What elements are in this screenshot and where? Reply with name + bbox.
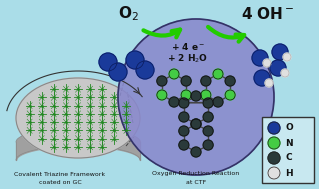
Circle shape [179, 140, 189, 150]
Circle shape [191, 119, 201, 129]
Circle shape [281, 69, 289, 77]
Circle shape [181, 76, 191, 86]
Circle shape [99, 53, 117, 71]
Text: N: N [285, 139, 293, 147]
Circle shape [270, 60, 286, 76]
Text: C: C [285, 153, 292, 163]
Circle shape [254, 70, 270, 86]
Text: coated on GC: coated on GC [39, 180, 81, 185]
Text: O$_2$: O$_2$ [118, 5, 138, 23]
Circle shape [203, 112, 213, 122]
Circle shape [203, 126, 213, 136]
Text: H: H [285, 169, 293, 177]
Circle shape [225, 76, 235, 86]
Circle shape [191, 119, 201, 129]
FancyArrowPatch shape [208, 27, 244, 42]
Ellipse shape [16, 78, 140, 158]
Circle shape [191, 91, 201, 101]
Circle shape [179, 98, 189, 108]
FancyBboxPatch shape [262, 117, 314, 183]
Circle shape [191, 147, 201, 157]
Text: + 2 H$_2$O: + 2 H$_2$O [167, 53, 209, 65]
FancyArrowPatch shape [144, 29, 180, 37]
Circle shape [157, 76, 167, 86]
Circle shape [201, 90, 211, 100]
Circle shape [118, 19, 274, 175]
Circle shape [203, 140, 213, 150]
Circle shape [268, 152, 280, 164]
Circle shape [169, 69, 179, 79]
Circle shape [263, 59, 271, 67]
Circle shape [213, 69, 223, 79]
Circle shape [136, 61, 154, 79]
Text: 4 OH$^-$: 4 OH$^-$ [241, 6, 295, 22]
Circle shape [109, 63, 127, 81]
Circle shape [201, 76, 211, 86]
Circle shape [268, 137, 280, 149]
Circle shape [265, 79, 273, 87]
Text: Covalent Triazine Framework: Covalent Triazine Framework [14, 171, 106, 177]
Circle shape [225, 90, 235, 100]
Text: at CTF: at CTF [186, 180, 206, 185]
Circle shape [181, 90, 191, 100]
Circle shape [213, 97, 223, 107]
Circle shape [203, 98, 213, 108]
Circle shape [283, 53, 291, 61]
Circle shape [126, 51, 144, 69]
Circle shape [252, 50, 268, 66]
Circle shape [157, 90, 167, 100]
Circle shape [179, 126, 189, 136]
Circle shape [268, 122, 280, 134]
Text: O: O [285, 123, 293, 132]
Text: + 4 e$^-$: + 4 e$^-$ [171, 42, 205, 53]
Circle shape [179, 112, 189, 122]
Text: Oxygen Reduction Reaction: Oxygen Reduction Reaction [152, 171, 240, 177]
Circle shape [272, 44, 288, 60]
Circle shape [169, 97, 179, 107]
Circle shape [268, 167, 280, 179]
